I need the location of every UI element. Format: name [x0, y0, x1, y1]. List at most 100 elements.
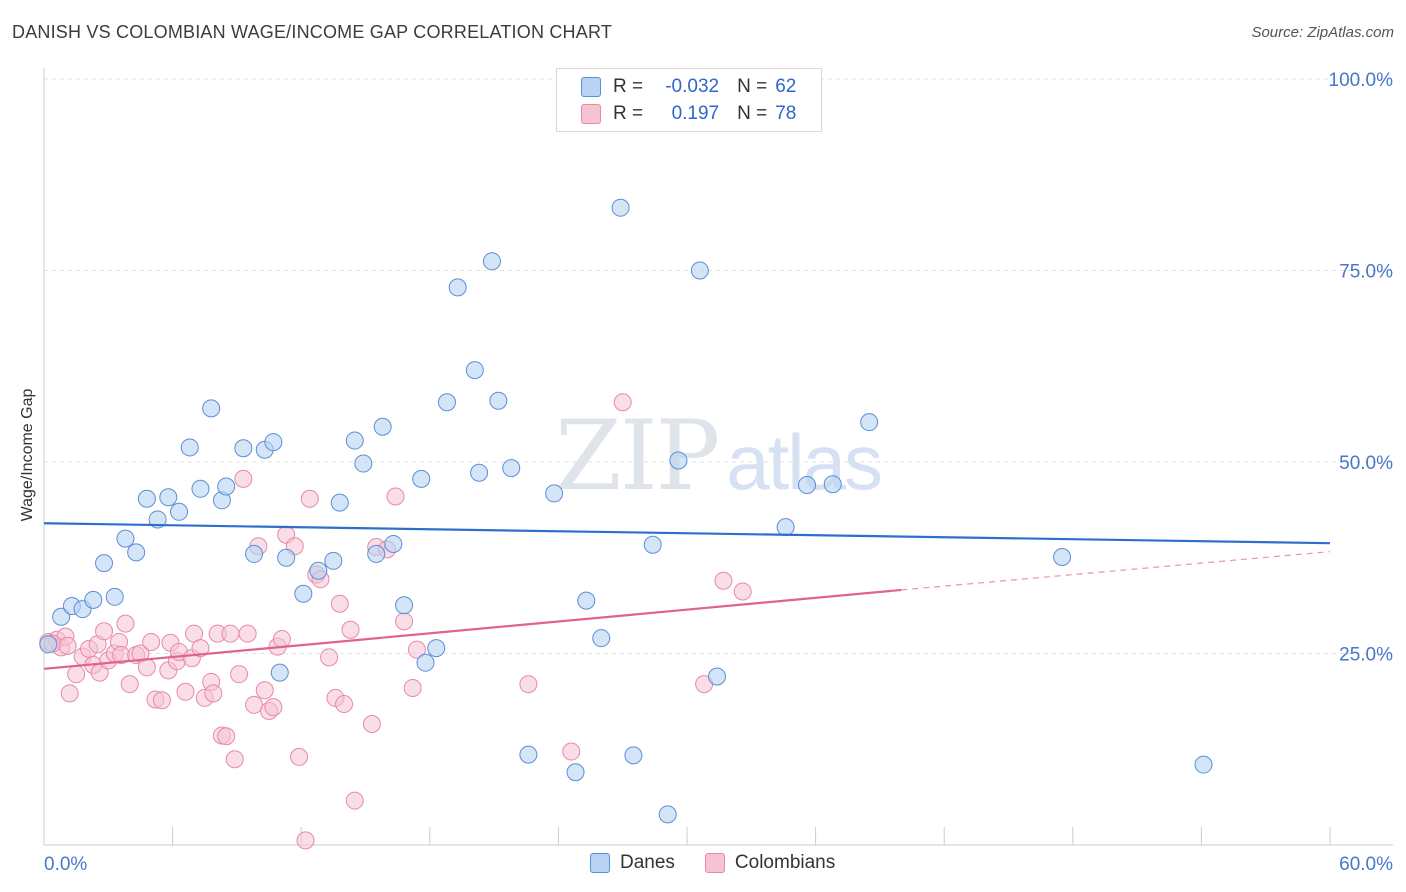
colombians-point [238, 624, 257, 643]
colombians-point [245, 695, 264, 714]
danes-point [245, 544, 264, 563]
colombians-trend-extension [901, 551, 1331, 591]
danes-point [669, 451, 688, 470]
watermark: ZIP atlas [555, 400, 883, 512]
y-tick-label: 50.0% [1339, 453, 1393, 474]
chart-title: DANISH VS COLOMBIAN WAGE/INCOME GAP CORR… [12, 22, 613, 42]
colombians-point [221, 624, 240, 643]
danes-point [412, 469, 431, 488]
n-label-danes: N = [737, 76, 768, 97]
danes-swatch [581, 77, 601, 97]
danes-point [643, 535, 662, 554]
colombians-point [120, 675, 139, 694]
colombians-point [58, 636, 77, 655]
colombians-point [264, 698, 283, 717]
legend-row-danes: R = -0.032 N = 62 [581, 75, 796, 99]
danes-point [823, 475, 842, 494]
colombians-point [217, 727, 236, 746]
colombians-point [255, 681, 274, 700]
danes-point [234, 439, 253, 458]
danes-point [502, 459, 521, 478]
danes-point [137, 489, 156, 508]
danes-point [170, 502, 189, 521]
colombians-point [341, 620, 360, 639]
danes-point [465, 361, 484, 380]
colombians-point [95, 622, 114, 641]
danes-point [294, 584, 313, 603]
n-value-colombians: 78 [775, 103, 797, 124]
danes-point [270, 663, 289, 682]
danes-legend-swatch [590, 853, 610, 873]
danes-point [1194, 755, 1213, 774]
colombians-legend-label: Colombians [734, 852, 836, 873]
danes-point [95, 554, 114, 573]
r-value-colombians: 0.197 [671, 103, 720, 124]
danes-point [159, 488, 178, 507]
colombians-point [142, 633, 161, 652]
colombians-point [272, 629, 291, 648]
colombians-point [335, 695, 354, 714]
colombians-point [613, 393, 632, 412]
danes-point [427, 639, 446, 658]
danes-point [39, 635, 58, 654]
colombians-point [230, 665, 249, 684]
colombians-point [519, 675, 538, 694]
danes-point [708, 667, 727, 686]
colombians-point [403, 678, 422, 697]
x-tick-label-min: 0.0% [44, 854, 87, 875]
danes-point [577, 591, 596, 610]
danes-legend-label: Danes [620, 852, 675, 873]
danes-point [437, 393, 456, 412]
danes-point [202, 399, 221, 418]
danes-point [776, 518, 795, 537]
danes-point [367, 544, 386, 563]
danes-trend-line [43, 522, 1331, 545]
danes-point [860, 413, 879, 432]
danes-point [180, 438, 199, 457]
r-label-colombians: R = [613, 103, 644, 124]
colombians-point [386, 487, 405, 506]
danes-point [566, 763, 585, 782]
x-tick-label-max: 60.0% [1339, 854, 1393, 875]
colombians-trend-line [43, 588, 902, 670]
colombians-point [116, 614, 135, 633]
legend-row-colombians: R = 0.197 N = 78 [581, 102, 796, 126]
colombians-point [234, 469, 253, 488]
colombians-point [204, 684, 223, 703]
legend-item-colombians[interactable]: Colombians [704, 852, 836, 874]
colombians-point [176, 682, 195, 701]
danes-point [217, 477, 236, 496]
y-tick-label: 25.0% [1339, 645, 1393, 666]
danes-point [345, 431, 364, 450]
colombians-point [345, 791, 364, 810]
danes-point [373, 417, 392, 436]
danes-point [1053, 547, 1072, 566]
danes-point [592, 629, 611, 648]
danes-point [798, 475, 817, 494]
danes-point [519, 745, 538, 764]
colombians-legend-swatch [704, 853, 725, 873]
colombians-point [562, 742, 581, 761]
danes-point [416, 653, 435, 672]
watermark-zip: ZIP [555, 400, 720, 512]
colombians-point [191, 639, 210, 658]
colombians-point [152, 691, 171, 710]
danes-point [611, 198, 630, 217]
danes-point [658, 805, 677, 824]
danes-point [324, 551, 343, 570]
tick-labels: 25.0% 50.0% 75.0% 100.0% 0.0% 60.0% [44, 70, 1393, 875]
colombians-point [733, 582, 752, 601]
y-tick-label: 75.0% [1339, 262, 1393, 283]
legend-item-danes[interactable]: Danes [590, 852, 675, 874]
danes-point [116, 529, 135, 548]
danes-point [354, 454, 373, 473]
colombians-point [362, 714, 381, 733]
colombians-point [60, 684, 79, 703]
danes-point [330, 493, 349, 512]
danes-point [84, 590, 103, 609]
danes-point [448, 278, 467, 297]
colombians-point [330, 594, 349, 613]
danes-point [277, 548, 296, 567]
correlation-legend: R = -0.032 N = 62 R = 0.197 N = 78 [556, 68, 822, 132]
